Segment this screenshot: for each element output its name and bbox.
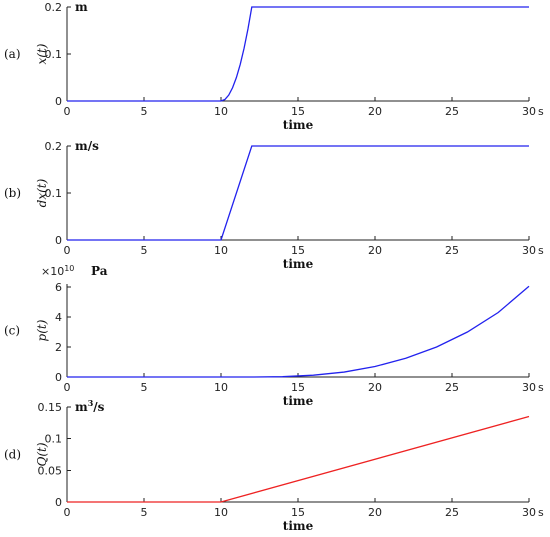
chart-panel-2: 0 5 10 15 20 25 30 s 0 0.1 0.2 time (b) dx(t) m/s bbox=[4, 139, 544, 271]
y-tick-label: 0 bbox=[55, 95, 62, 108]
y-tick-label: 4 bbox=[55, 311, 62, 324]
x-unit-label: s bbox=[538, 506, 544, 519]
x-tick-label: 15 bbox=[291, 244, 305, 257]
panel-label: (b) bbox=[4, 186, 21, 200]
unit-superscript: 3 bbox=[88, 398, 94, 408]
x-tick-label: 0 bbox=[64, 506, 71, 519]
x-tick-label: 15 bbox=[291, 105, 305, 118]
x-tick-label: 10 bbox=[214, 506, 228, 519]
panel-label: (c) bbox=[4, 324, 20, 338]
x-tick-label: 5 bbox=[141, 381, 148, 394]
y-tick-label: 0.1 bbox=[45, 187, 63, 200]
y-tick-label: 0.05 bbox=[38, 464, 63, 477]
series-line bbox=[67, 145, 529, 241]
series-line bbox=[67, 285, 530, 378]
x-tick-label: 25 bbox=[445, 506, 459, 519]
y-tick-label: 0.2 bbox=[45, 140, 63, 153]
y-axis-title: p(t) bbox=[35, 319, 49, 341]
y-tick-label: 6 bbox=[55, 281, 62, 294]
x-tick-label: 10 bbox=[214, 381, 228, 394]
y-tick-label: 0.1 bbox=[45, 48, 63, 61]
x-tick-label: 0 bbox=[64, 244, 71, 257]
unit-base: m/s bbox=[75, 139, 99, 153]
x-tick-label: 15 bbox=[291, 506, 305, 519]
unit-base: m bbox=[75, 0, 88, 14]
chart-panel-1: 0 5 10 15 20 25 30 s 0 0.1 0.2 time (a) x(t) m bbox=[4, 0, 544, 132]
x-tick-label: 20 bbox=[368, 506, 382, 519]
x-tick-label: 0 bbox=[64, 381, 71, 394]
panel-label: (d) bbox=[4, 448, 21, 462]
x-tick-label: 30 bbox=[522, 381, 536, 394]
y-tick-label: 0 bbox=[55, 496, 62, 509]
y-axis-title: x(t) bbox=[35, 43, 49, 64]
y-axis-title: dx(t) bbox=[35, 178, 49, 207]
x-axis-title: time bbox=[283, 257, 314, 271]
x-unit-label: s bbox=[538, 244, 544, 257]
y-tick-label: 0 bbox=[55, 371, 62, 384]
x-tick-label: 25 bbox=[445, 244, 459, 257]
y-tick-label: 0.15 bbox=[38, 401, 63, 414]
x-tick-label: 10 bbox=[214, 105, 228, 118]
y-axis-title: Q(t) bbox=[35, 442, 49, 466]
unit-base: m bbox=[75, 400, 88, 414]
y-unit-label: m bbox=[75, 0, 88, 14]
x-tick-label: 0 bbox=[64, 105, 71, 118]
x-axis-title: time bbox=[283, 394, 314, 408]
series-line bbox=[67, 415, 530, 503]
panel-label: (a) bbox=[4, 47, 21, 61]
x-tick-label: 25 bbox=[445, 381, 459, 394]
x-unit-label: s bbox=[538, 105, 544, 118]
x-tick-label: 10 bbox=[214, 244, 228, 257]
chart-panel-4: 0 5 10 15 20 25 30 s 0 0.05 0.1 0.15 time (d) Q(t) m3/s bbox=[4, 398, 544, 533]
x-axis-title: time bbox=[283, 118, 314, 132]
y-tick-label: 0.2 bbox=[45, 1, 63, 14]
unit-tail: /s bbox=[93, 400, 104, 414]
y-unit-label: m3/s bbox=[75, 398, 105, 414]
y-tick-label: 2 bbox=[55, 341, 62, 354]
x-tick-label: 20 bbox=[368, 105, 382, 118]
y-tick-label: 0.1 bbox=[45, 433, 63, 446]
y-unit-label: Pa bbox=[91, 264, 108, 278]
x-axis-title: time bbox=[283, 519, 314, 533]
series-line bbox=[67, 6, 529, 102]
x-tick-label: 5 bbox=[141, 244, 148, 257]
exponent-power: 10 bbox=[64, 264, 74, 273]
x-tick-label: 30 bbox=[522, 244, 536, 257]
y-unit-label: m/s bbox=[75, 139, 99, 153]
exponent-base: ×10 bbox=[41, 265, 64, 278]
x-tick-label: 5 bbox=[141, 506, 148, 519]
x-tick-label: 15 bbox=[291, 381, 305, 394]
x-tick-label: 30 bbox=[522, 506, 536, 519]
y-tick-label: 0 bbox=[55, 234, 62, 247]
x-tick-label: 5 bbox=[141, 105, 148, 118]
x-tick-label: 25 bbox=[445, 105, 459, 118]
x-tick-label: 20 bbox=[368, 381, 382, 394]
x-tick-label: 30 bbox=[522, 105, 536, 118]
x-tick-label: 20 bbox=[368, 244, 382, 257]
x-unit-label: s bbox=[538, 381, 544, 394]
y-exponent-label: ×1010 bbox=[41, 264, 74, 278]
